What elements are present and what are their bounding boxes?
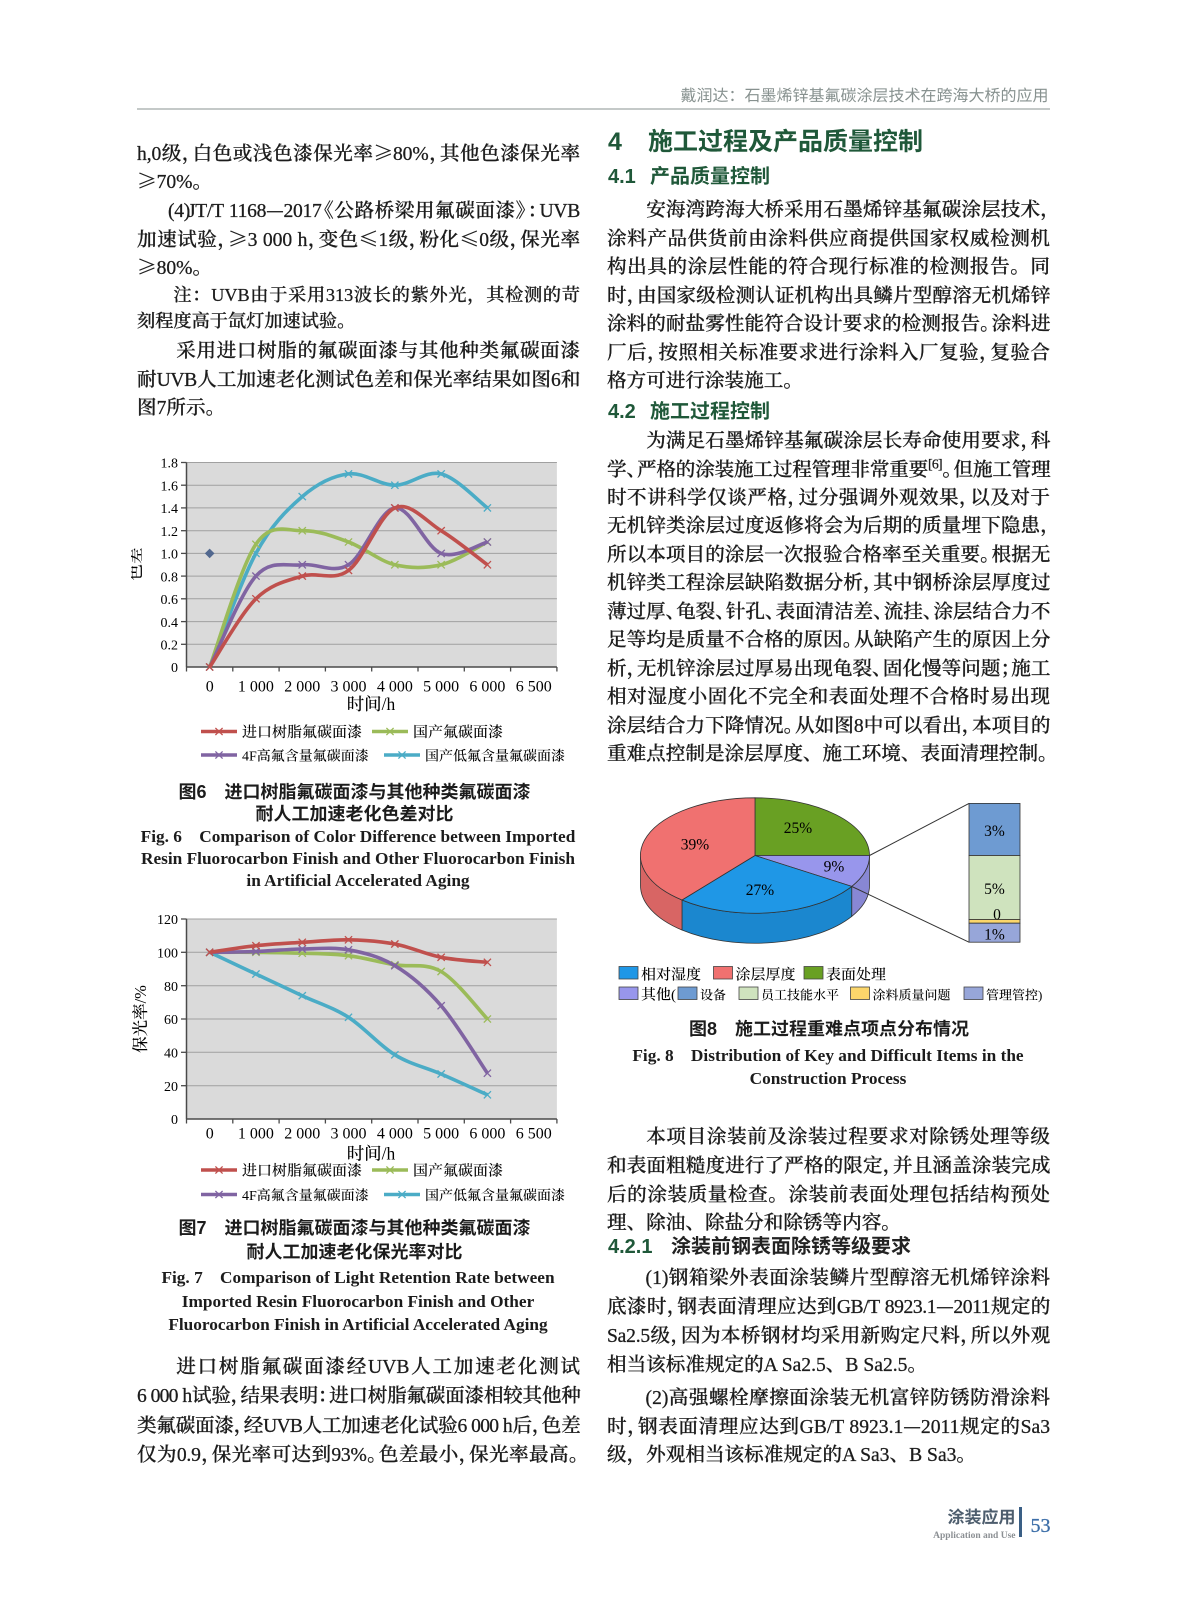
svg-text:5%: 5% (984, 877, 1005, 899)
svg-text:40: 40 (164, 1043, 178, 1063)
svg-text:5 000: 5 000 (423, 674, 459, 697)
svg-text:4 000: 4 000 (377, 674, 413, 697)
svg-text:1 000: 1 000 (238, 1121, 274, 1144)
svg-text:涂料质量问题: 涂料质量问题 (873, 984, 951, 1003)
svg-text:0: 0 (206, 1121, 214, 1144)
svg-text:时间/h: 时间/h (347, 691, 396, 716)
svg-text:员工技能水平: 员工技能水平 (761, 984, 839, 1003)
svg-text:6 000: 6 000 (469, 674, 505, 697)
svg-text:国产氟碳面漆: 国产氟碳面漆 (413, 721, 503, 742)
svg-text:60: 60 (164, 1009, 178, 1029)
svg-text:1 000: 1 000 (238, 674, 274, 697)
svg-text:4 000: 4 000 (377, 1121, 413, 1144)
svg-text:0: 0 (171, 1109, 178, 1129)
svg-text:5 000: 5 000 (423, 1121, 459, 1144)
svg-text:国产低氟含量氟碳面漆: 国产低氟含量氟碳面漆 (425, 1185, 565, 1205)
svg-text:保光率/%: 保光率/% (131, 985, 151, 1053)
svg-text:4F高氟含量氟碳面漆: 4F高氟含量氟碳面漆 (242, 746, 369, 766)
svg-text:管理管控): 管理管控) (986, 984, 1042, 1003)
svg-text:国产低氟含量氟碳面漆: 国产低氟含量氟碳面漆 (425, 746, 565, 766)
svg-text:0.8: 0.8 (161, 566, 179, 586)
svg-text:色差: 色差 (131, 548, 146, 581)
svg-text:39%: 39% (681, 833, 710, 855)
svg-text:25%: 25% (784, 816, 813, 838)
svg-text:3 000: 3 000 (331, 674, 367, 697)
svg-text:1%: 1% (984, 923, 1005, 945)
svg-text:1.8: 1.8 (161, 453, 179, 473)
svg-text:4F高氟含量氟碳面漆: 4F高氟含量氟碳面漆 (242, 1185, 369, 1205)
svg-text:时间/h: 时间/h (347, 1141, 396, 1166)
svg-text:100: 100 (157, 943, 178, 963)
svg-text:6 500: 6 500 (516, 1121, 552, 1144)
svg-text:3 000: 3 000 (331, 1121, 367, 1144)
svg-text:0.4: 0.4 (161, 612, 179, 632)
svg-text:表面处理: 表面处理 (826, 963, 886, 984)
svg-text:27%: 27% (746, 878, 775, 900)
svg-text:0.2: 0.2 (161, 635, 179, 655)
svg-text:相对湿度: 相对湿度 (641, 963, 701, 984)
svg-text:0: 0 (206, 674, 214, 697)
svg-text:进口树脂氟碳面漆: 进口树脂氟碳面漆 (242, 721, 362, 742)
svg-text:1.0: 1.0 (161, 544, 179, 564)
svg-text:0: 0 (993, 903, 1001, 925)
svg-text:0.6: 0.6 (161, 589, 179, 609)
svg-text:6 000: 6 000 (469, 1121, 505, 1144)
svg-text:2 000: 2 000 (284, 674, 320, 697)
svg-text:1.4: 1.4 (161, 498, 179, 518)
svg-text:1.6: 1.6 (161, 475, 179, 495)
svg-text:20: 20 (164, 1076, 178, 1096)
svg-text:0: 0 (171, 657, 178, 677)
svg-text:3%: 3% (984, 819, 1005, 841)
svg-text:2 000: 2 000 (284, 1121, 320, 1144)
svg-text:进口树脂氟碳面漆: 进口树脂氟碳面漆 (242, 1160, 362, 1181)
svg-text:涂层厚度: 涂层厚度 (736, 963, 796, 984)
svg-text:9%: 9% (824, 854, 845, 876)
svg-text:设备: 设备 (700, 984, 726, 1003)
svg-text:国产氟碳面漆: 国产氟碳面漆 (413, 1160, 503, 1181)
svg-text:1.2: 1.2 (161, 521, 179, 541)
svg-text:80: 80 (164, 976, 178, 996)
svg-text:6 500: 6 500 (516, 674, 552, 697)
svg-text:120: 120 (157, 910, 178, 929)
svg-text:其他(: 其他( (641, 983, 676, 1004)
